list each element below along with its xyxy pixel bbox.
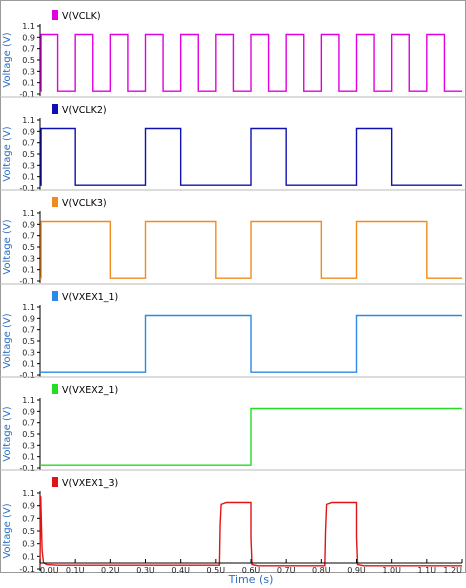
x-tick-label: 1.1U [418,566,437,575]
legend-swatch-2 [52,197,58,207]
y-tick-label: 0.5 [22,56,35,65]
y-axis-title-5: Voltage (V) [2,503,13,558]
y-tick-label: 0.1 [22,552,35,561]
legend-swatch-3 [52,291,58,301]
x-tick-label: 0.8U [312,566,331,575]
y-axis-title-1: Voltage (V) [2,126,13,181]
y-tick-label: -0.1 [19,371,35,380]
legend-swatch-4 [52,384,58,394]
x-tick-label: 0.2U [101,566,120,575]
y-tick-label: 1.1 [22,489,35,498]
y-axis-title-0: Voltage (V) [2,32,13,87]
y-tick-label: 0.7 [22,326,35,335]
legend-label-1: V(VCLK2) [62,105,107,116]
series-line-4 [40,407,462,466]
series-line-5 [39,496,462,567]
y-tick-label: 1.1 [22,22,35,31]
legend-swatch-5 [52,477,58,487]
y-tick-label: 1.1 [22,396,35,405]
x-tick-label: 1.2U [443,566,462,575]
y-tick-label: 0.5 [22,430,35,439]
x-tick-label: 0.9U [347,566,366,575]
x-tick-label: 0.1U [66,566,85,575]
y-tick-label: 0.3 [22,161,35,170]
y-tick-label: 0.7 [22,139,35,148]
y-tick-label: 0.3 [22,254,35,263]
legend-swatch-0 [52,10,58,20]
y-tick-label: 0.3 [22,441,35,450]
y-tick-label: -0.1 [19,90,35,99]
y-axis-title-3: Voltage (V) [2,313,13,368]
series-line-3 [40,314,462,373]
y-tick-label: -0.1 [19,565,35,574]
y-tick-label: 0.1 [22,266,35,275]
x-axis-title: Time (s) [228,573,274,586]
y-tick-label: 0.9 [22,407,35,416]
y-tick-label: 1.1 [22,116,35,125]
y-tick-label: 0.5 [22,243,35,252]
y-tick-label: 0.9 [22,314,35,323]
y-tick-label: 1.1 [22,303,35,312]
y-tick-label: 0.1 [22,79,35,88]
y-tick-label: 0.3 [22,540,35,549]
y-tick-label: 0.9 [22,220,35,229]
y-tick-label: 0.3 [22,348,35,357]
y-tick-label: 0.7 [22,514,35,523]
x-tick-label: 0.7U [277,566,296,575]
series-line-0 [40,33,462,92]
y-tick-label: 0.1 [22,360,35,369]
legend-label-3: V(VXEX1_1) [62,292,118,303]
x-tick-label: 0.6U [242,566,261,575]
series-line-1 [40,127,462,186]
legend-swatch-1 [52,104,58,114]
y-tick-label: 0.1 [22,173,35,182]
x-tick-label: 0.0U [40,566,59,575]
series-line-2 [40,220,462,279]
y-tick-label: 0.5 [22,527,35,536]
y-axis-title-4: Voltage (V) [2,406,13,461]
y-tick-label: -0.1 [19,184,35,193]
y-tick-label: 0.7 [22,45,35,54]
y-tick-label: 0.3 [22,67,35,76]
x-tick-label: 0.3U [136,566,155,575]
legend-label-4: V(VXEX2_1) [62,385,118,396]
y-tick-label: 0.5 [22,150,35,159]
x-tick-label: 1.0U [382,566,401,575]
legend-label-5: V(VXEX1_3) [62,478,118,489]
legend-label-0: V(VCLK) [62,11,101,22]
y-tick-label: 0.1 [22,453,35,462]
y-tick-label: 0.9 [22,33,35,42]
y-tick-label: -0.1 [19,464,35,473]
y-tick-label: 0.7 [22,232,35,241]
y-tick-label: 1.1 [22,209,35,218]
y-tick-label: 0.9 [22,127,35,136]
y-tick-label: 0.5 [22,337,35,346]
y-tick-label: -0.1 [19,277,35,286]
x-tick-label: 0.4U [171,566,190,575]
x-tick-label: 0.5U [207,566,226,575]
y-tick-label: 0.7 [22,419,35,428]
y-tick-label: 0.9 [22,502,35,511]
y-axis-title-2: Voltage (V) [2,219,13,274]
legend-label-2: V(VCLK3) [62,198,107,209]
